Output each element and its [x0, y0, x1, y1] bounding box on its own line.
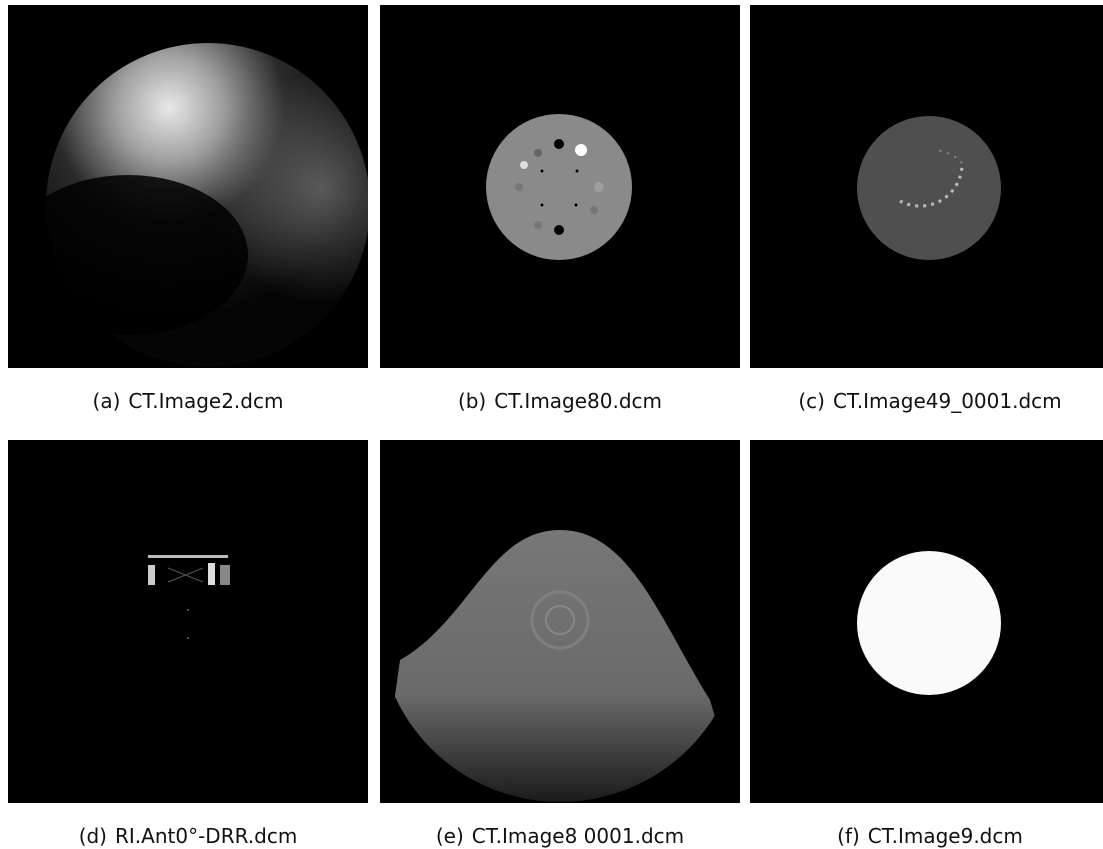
ct-image: [380, 5, 740, 368]
panel: (b)CT.Image80.dcm: [380, 5, 740, 368]
caption-file: CT.Image8 0001.dcm: [472, 824, 684, 848]
caption-label: (e): [436, 824, 464, 848]
caption-label: (d): [79, 824, 107, 848]
caption-file: CT.Image9.dcm: [868, 824, 1023, 848]
caption-label: (f): [837, 824, 860, 848]
ct-image: [8, 5, 368, 368]
panel: (f)CT.Image9.dcm: [750, 440, 1103, 803]
panel: (a)CT.Image2.dcm: [8, 5, 368, 368]
caption: (e) CT.Image8 0001.dcm: [380, 824, 740, 848]
caption-file: CT.Image49_0001.dcm: [833, 389, 1062, 413]
caption: (f) CT.Image9.dcm: [750, 824, 1103, 848]
ct-image: [750, 5, 1103, 368]
panel: (e)CT.Image8 0001.dcm: [380, 440, 740, 803]
caption: (b) CT.Image80.dcm: [380, 389, 740, 413]
ct-image: [750, 440, 1103, 803]
caption-file: CT.Image2.dcm: [128, 389, 283, 413]
figure: (a) CT.Image2.dcm (b) CT.Image80.dcm (c) CT…: [0, 0, 1103, 849]
caption-file: CT.Image80.dcm: [494, 389, 662, 413]
caption-label: (a): [93, 389, 121, 413]
drr-image: [8, 440, 368, 803]
caption: (c) CT.Image49_0001.dcm: [750, 389, 1103, 413]
caption-label: (c): [798, 389, 825, 413]
caption-label: (b): [458, 389, 486, 413]
caption: (d) RI.Ant0°-DRR.dcm: [8, 824, 368, 848]
panel: (c)CT.Image49_0001.dcm: [750, 5, 1103, 368]
ct-image: [380, 440, 740, 803]
panel: (d)RI.Ant0°-DRR.dcm: [8, 440, 368, 803]
caption: (a) CT.Image2.dcm: [8, 389, 368, 413]
caption-file: RI.Ant0°-DRR.dcm: [115, 824, 297, 848]
